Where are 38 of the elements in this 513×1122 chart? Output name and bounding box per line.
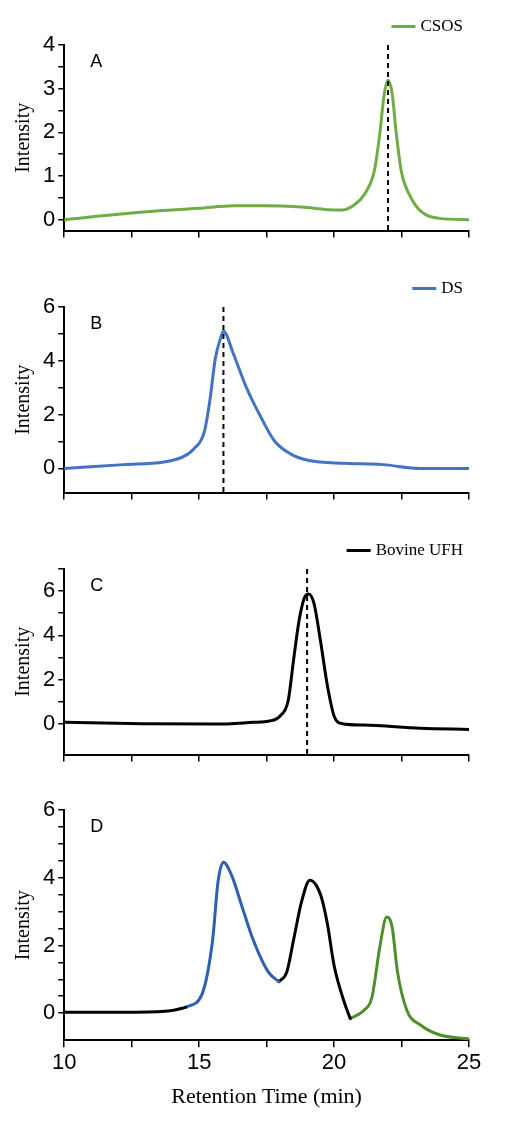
line-series (184, 860, 281, 1009)
line-series (64, 329, 469, 470)
legend-label: Bovine UFH (375, 539, 464, 559)
line-series (277, 878, 352, 1021)
y-axis-title: Intensity (11, 364, 35, 435)
annotation: C (90, 574, 104, 595)
line-series (348, 915, 469, 1041)
y-tick-label: 3 (42, 74, 56, 100)
legend-label: CSOS (420, 15, 464, 35)
x-tick-label: 10 (51, 1049, 77, 1075)
y-tick-label: 4 (42, 31, 56, 57)
x-tick-label: 20 (321, 1049, 347, 1075)
legend-label: DS (441, 277, 463, 297)
y-tick-label: 6 (42, 577, 56, 603)
line-series (64, 78, 469, 222)
annotation: D (90, 816, 104, 837)
y-tick-label: 6 (42, 796, 56, 822)
annotation: B (90, 312, 103, 333)
y-tick-label: 4 (42, 621, 56, 647)
y-tick-label: 4 (42, 346, 56, 372)
y-tick-label: 0 (42, 709, 56, 735)
y-tick-label: 2 (42, 931, 56, 957)
y-tick-label: 1 (42, 162, 56, 188)
x-axis-title: Retention Time (min) (171, 1082, 362, 1108)
y-tick-label: 0 (42, 999, 56, 1025)
x-tick-label: 15 (186, 1049, 212, 1075)
y-axis-title: Intensity (11, 890, 35, 961)
x-tick-label: 25 (456, 1049, 482, 1075)
y-tick-label: 2 (42, 665, 56, 691)
y-tick-label: 0 (42, 205, 56, 231)
annotation: A (90, 50, 103, 71)
y-tick-label: 0 (42, 454, 56, 480)
y-tick-label: 6 (42, 293, 56, 319)
y-tick-label: 2 (42, 400, 56, 426)
y-tick-label: 2 (42, 118, 56, 144)
y-axis-title: Intensity (11, 102, 35, 173)
y-axis-title: Intensity (11, 626, 35, 697)
y-tick-label: 4 (42, 863, 56, 889)
